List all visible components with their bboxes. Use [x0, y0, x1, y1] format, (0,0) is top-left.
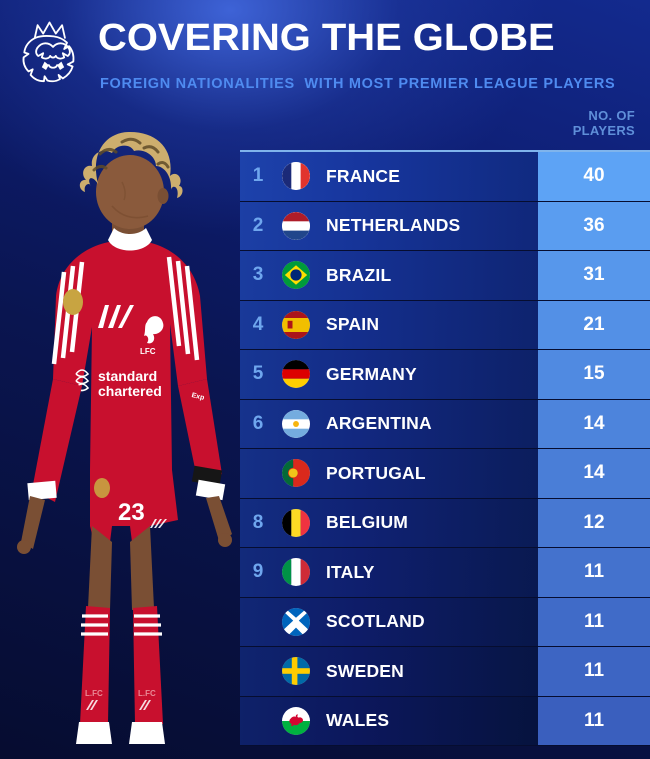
- svg-text:L.FC: L.FC: [138, 689, 156, 698]
- svg-text:standard: standard: [98, 368, 157, 384]
- svg-text:LFC: LFC: [140, 347, 156, 356]
- svg-text:L.FC: L.FC: [85, 689, 103, 698]
- svg-text:23: 23: [118, 499, 145, 526]
- svg-text:chartered: chartered: [98, 383, 162, 399]
